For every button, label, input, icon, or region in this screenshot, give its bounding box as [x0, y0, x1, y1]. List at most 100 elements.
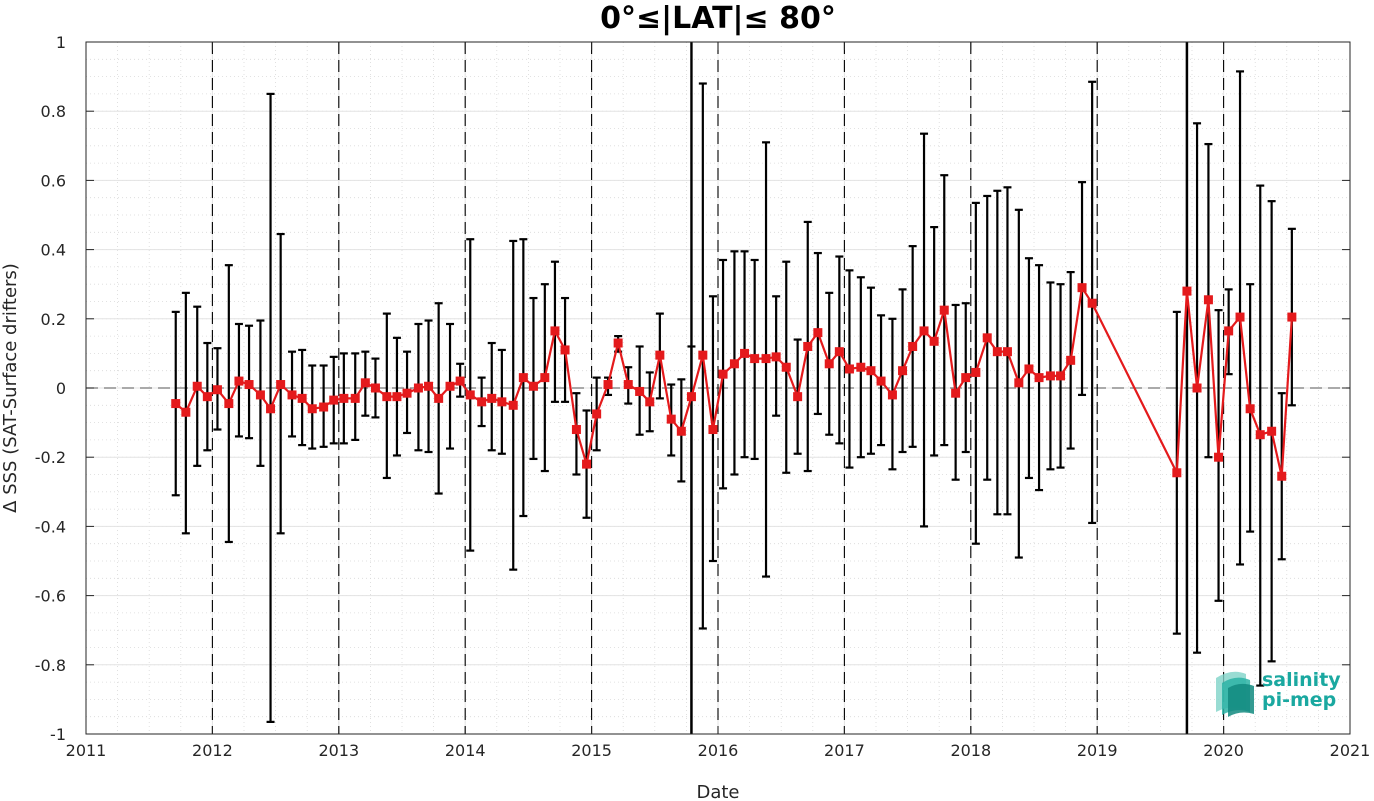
data-point	[181, 407, 191, 417]
data-point	[528, 381, 538, 391]
data-point	[550, 326, 560, 336]
data-point	[244, 380, 254, 390]
data-point	[613, 338, 623, 348]
data-point	[392, 392, 402, 402]
data-point	[382, 392, 392, 402]
data-point	[255, 390, 265, 400]
data-point	[329, 395, 339, 405]
data-point	[287, 390, 297, 400]
data-point	[866, 366, 876, 376]
data-point	[919, 326, 929, 336]
y-tick-label: 0.4	[41, 241, 66, 260]
data-point	[518, 373, 528, 383]
data-point	[1056, 371, 1066, 381]
y-tick-label: 0.6	[41, 171, 66, 190]
x-tick-label: 2011	[66, 741, 107, 760]
data-point	[1066, 355, 1076, 365]
data-point	[761, 354, 771, 364]
y-tick-label: 0.2	[41, 310, 66, 329]
data-point	[1203, 295, 1213, 305]
data-point	[908, 341, 918, 351]
x-tick-label: 2013	[318, 741, 359, 760]
data-point	[1287, 312, 1297, 322]
logo-line2: pi-mep	[1262, 689, 1336, 711]
data-point	[844, 364, 854, 374]
salinity-pi-mep-logo: salinity pi-mep	[1216, 669, 1341, 717]
data-point	[982, 333, 992, 343]
data-point	[350, 393, 360, 403]
data-point	[898, 366, 908, 376]
y-tick-label: -0.2	[35, 448, 66, 467]
data-point	[424, 381, 434, 391]
data-point	[1045, 371, 1055, 381]
y-axis-label: Δ SSS (SAT-Surface drifters)	[0, 263, 21, 513]
data-point	[1182, 286, 1192, 296]
data-point	[803, 341, 813, 351]
x-axis-label: Date	[696, 782, 739, 801]
data-point	[645, 397, 655, 407]
data-point	[1235, 312, 1245, 322]
axis-ticks	[85, 41, 1351, 735]
data-point	[834, 347, 844, 357]
data-point	[824, 359, 834, 369]
data-point	[750, 354, 760, 364]
data-point	[434, 393, 444, 403]
data-point	[560, 345, 570, 355]
data-point	[1002, 347, 1012, 357]
x-tick-label: 2018	[950, 741, 991, 760]
data-point	[1087, 298, 1097, 308]
data-point	[465, 390, 475, 400]
data-point	[1214, 452, 1224, 462]
data-point	[1024, 364, 1034, 374]
data-point	[1224, 326, 1234, 336]
data-point	[856, 362, 866, 372]
data-point	[686, 392, 696, 402]
data-point	[939, 305, 949, 315]
data-point	[603, 380, 613, 390]
data-point	[708, 425, 718, 435]
data-point	[655, 350, 665, 360]
data-point	[1267, 426, 1277, 436]
data-point	[297, 393, 307, 403]
data-point	[413, 383, 423, 393]
data-point	[1172, 468, 1182, 478]
y-tick-label: -0.8	[35, 656, 66, 675]
data-markers	[171, 283, 1297, 481]
x-tick-label: 2021	[1330, 741, 1371, 760]
data-point	[781, 362, 791, 372]
data-point	[635, 386, 645, 396]
data-point	[1192, 383, 1202, 393]
data-point	[582, 459, 592, 469]
data-point	[771, 352, 781, 362]
data-point	[1077, 283, 1087, 293]
data-point	[740, 348, 750, 358]
series-line	[174, 286, 1293, 478]
data-point	[202, 392, 212, 402]
data-point	[487, 393, 497, 403]
y-tick-labels: -1 -0.8 -0.6 -0.4 -0.2 0 0.2 0.4 0.6 0.8 1	[35, 33, 66, 744]
data-point	[307, 404, 317, 414]
logo-line1: salinity	[1262, 669, 1341, 691]
data-point	[729, 359, 739, 369]
data-point	[234, 376, 244, 386]
data-point	[1255, 430, 1265, 440]
x-tick-label: 2017	[824, 741, 865, 760]
x-tick-label: 2016	[698, 741, 739, 760]
x-tick-labels: 2011 2012 2013 2014 2015 2016 2017 2018 2019 2020…	[66, 741, 1371, 760]
data-point	[370, 383, 380, 393]
data-point	[445, 381, 455, 391]
data-point	[951, 388, 961, 398]
data-point	[455, 376, 465, 386]
y-tick-label: -0.4	[35, 517, 66, 536]
y-tick-label: -0.6	[35, 587, 66, 606]
data-point	[266, 404, 276, 414]
data-point	[793, 392, 803, 402]
data-point	[971, 367, 981, 377]
data-point	[1245, 404, 1255, 414]
data-point	[592, 409, 602, 419]
data-point	[961, 373, 971, 383]
data-point	[813, 328, 823, 338]
data-point	[1034, 373, 1044, 383]
data-point	[698, 350, 708, 360]
